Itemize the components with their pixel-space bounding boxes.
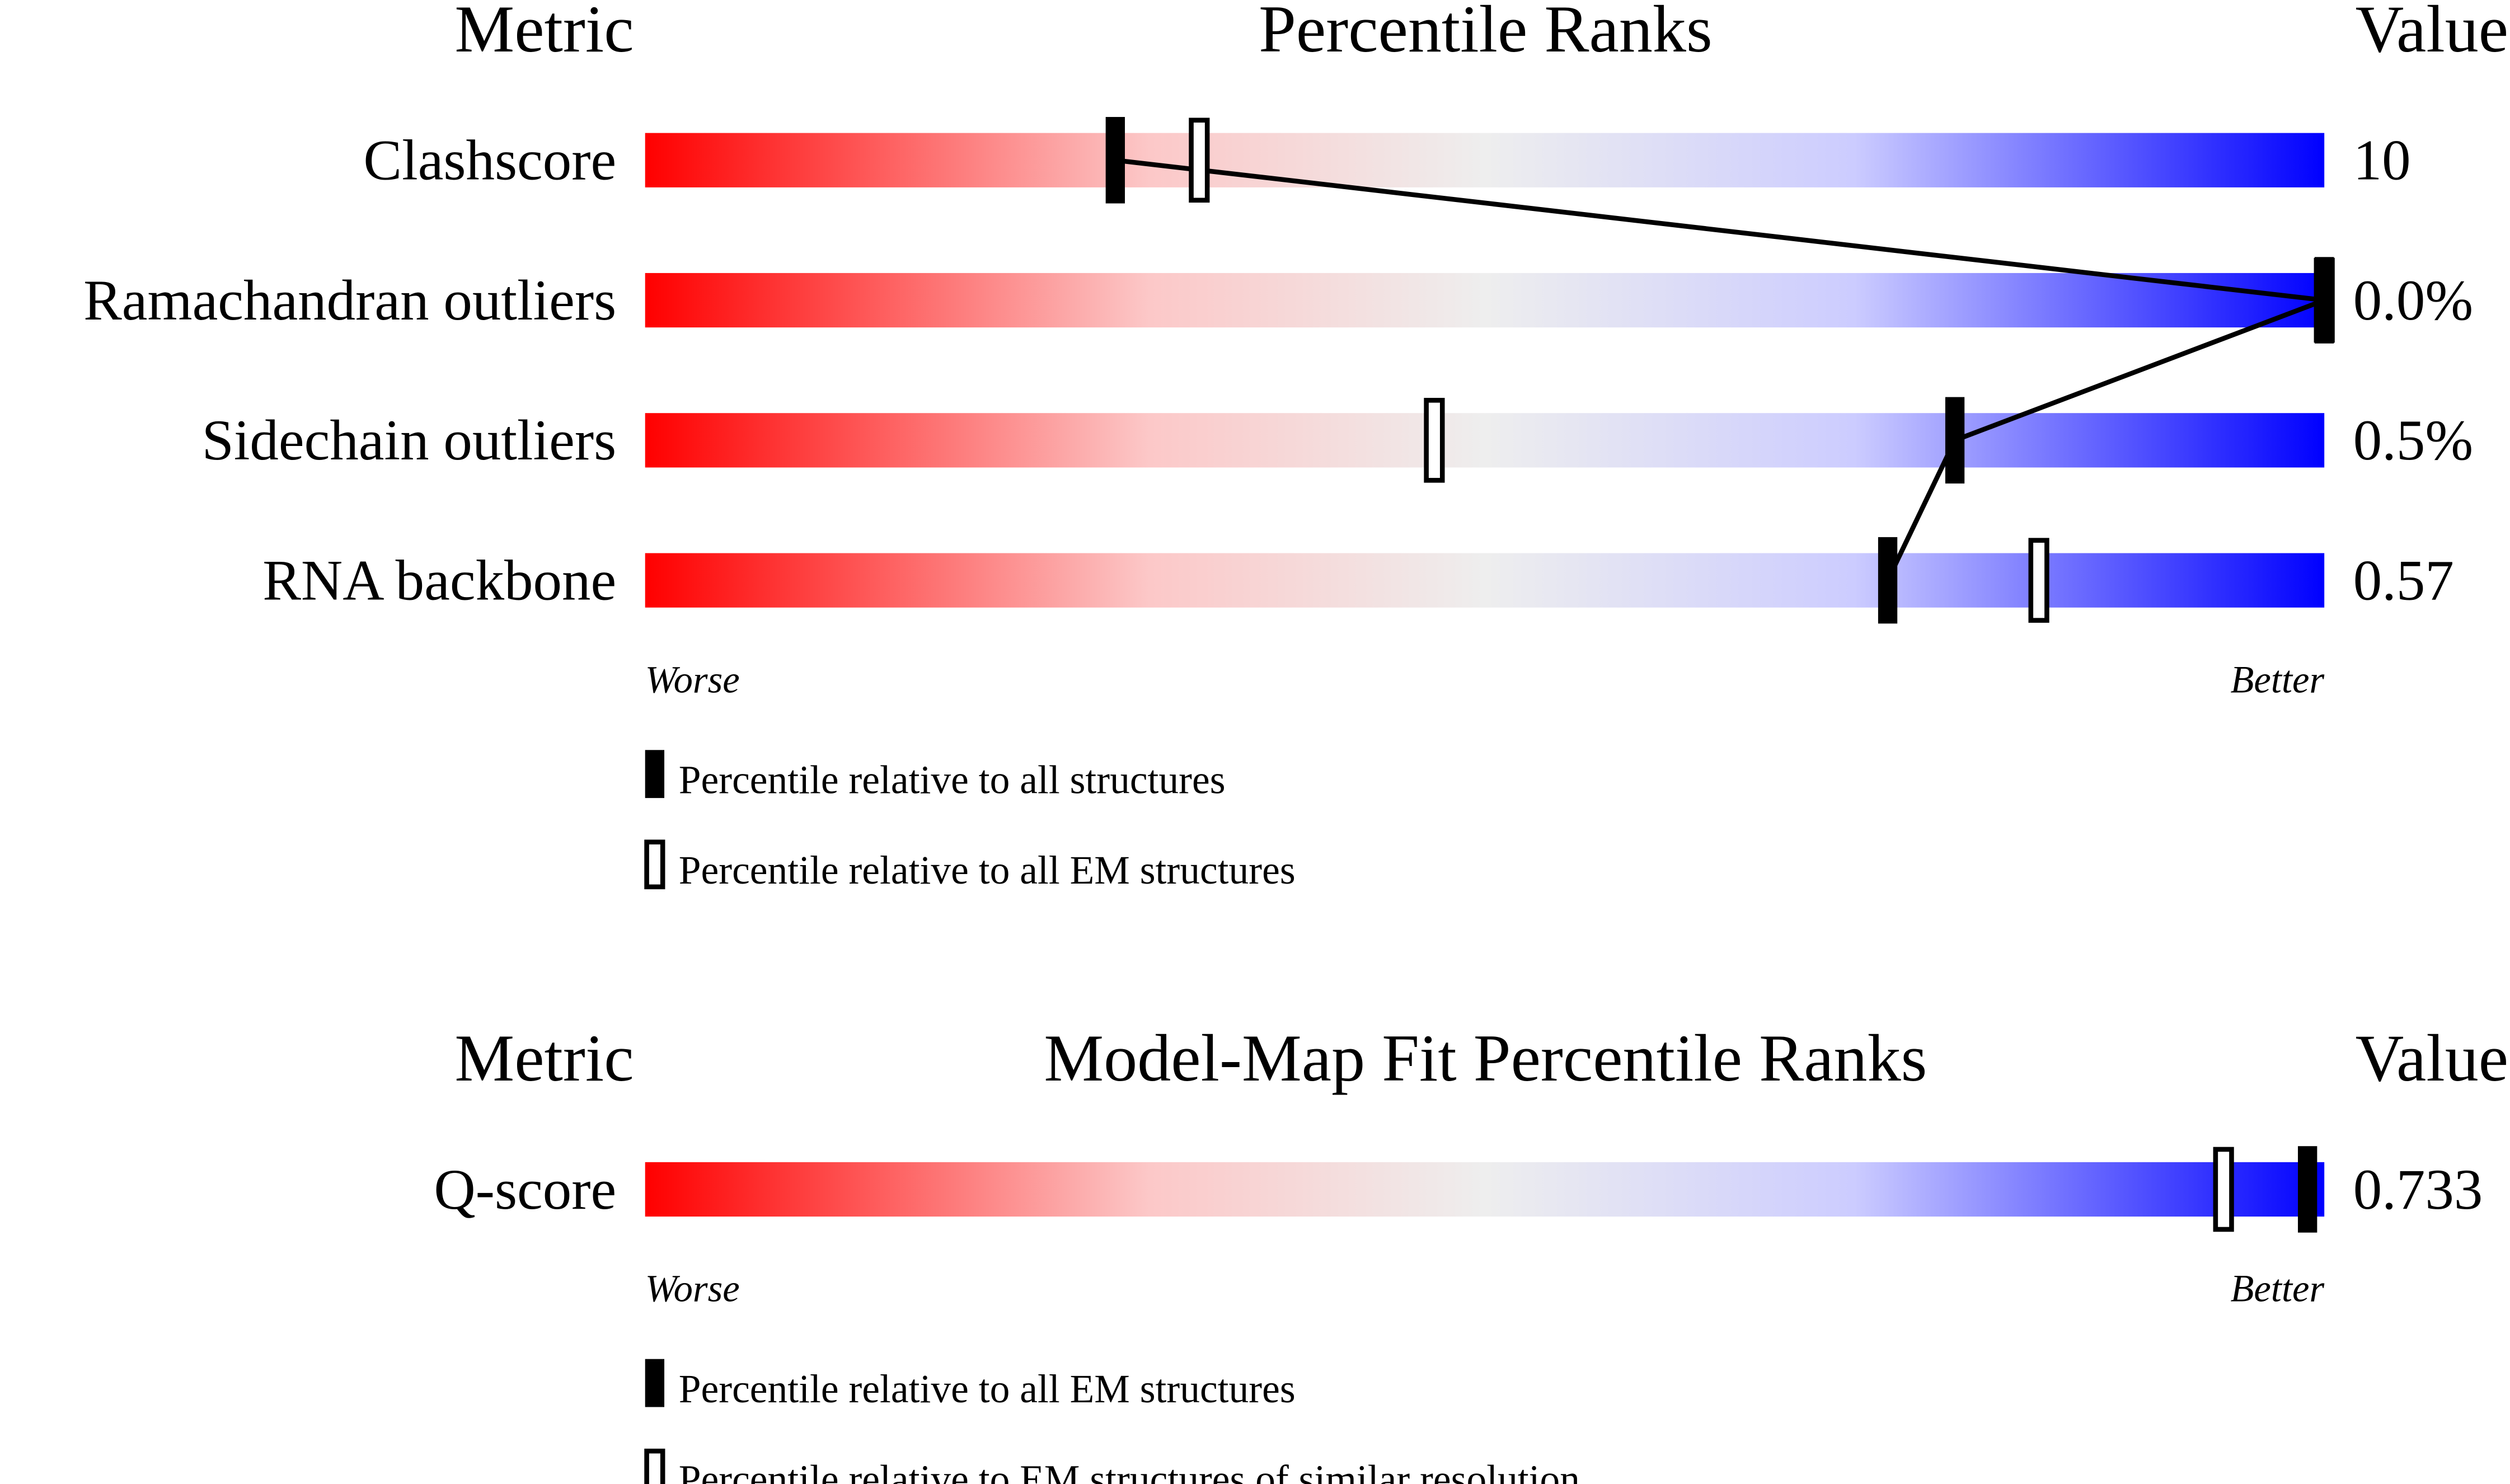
slider-bar bbox=[645, 1162, 2325, 1217]
chart-title: Model-Map Fit Percentile Ranks bbox=[1044, 1021, 1927, 1095]
legend-label: Percentile relative to all EM structures bbox=[679, 848, 1296, 893]
legend-icon bbox=[644, 1448, 665, 1484]
slider-bar bbox=[645, 133, 2325, 187]
percentile-marker bbox=[2315, 257, 2334, 344]
slider-bar bbox=[645, 553, 2325, 608]
legend-label: Percentile relative to all structures bbox=[679, 758, 1226, 802]
value-header: Value bbox=[2356, 0, 2509, 66]
metric-value: 0.733 bbox=[2353, 1158, 2483, 1222]
metric-value: 10 bbox=[2353, 129, 2411, 192]
percentile-marker bbox=[1189, 118, 1210, 203]
chart-title: Percentile Ranks bbox=[1259, 0, 1713, 66]
metric-header: Metric bbox=[454, 1021, 634, 1095]
slider-bar bbox=[645, 413, 2325, 468]
better-label: Better bbox=[2231, 1267, 2325, 1310]
legend-label: Percentile relative to all EM structures bbox=[679, 1367, 1296, 1411]
worse-label: Worse bbox=[645, 1267, 740, 1310]
slider-bar bbox=[645, 273, 2325, 328]
percentile-marker bbox=[1945, 397, 1965, 484]
percentile-marker bbox=[1878, 537, 1898, 624]
metric-label: RNA backbone bbox=[262, 548, 616, 612]
better-label: Better bbox=[2231, 658, 2325, 701]
percentile-marker bbox=[2028, 538, 2049, 623]
legend-icon bbox=[645, 1359, 665, 1407]
legend-icon bbox=[644, 839, 665, 890]
metric-value: 0.57 bbox=[2353, 548, 2454, 612]
value-header: Value bbox=[2356, 1021, 2509, 1095]
metric-label: Sidechain outliers bbox=[202, 408, 617, 472]
metric-value: 0.5% bbox=[2353, 408, 2474, 472]
worse-label: Worse bbox=[645, 658, 740, 701]
legend-label: Percentile relative to EM structures of … bbox=[679, 1457, 1580, 1484]
metric-label: Clashscore bbox=[363, 129, 616, 192]
percentile-marker bbox=[1424, 398, 1445, 483]
percentile-marker bbox=[2298, 1146, 2317, 1233]
metric-label: Q-score bbox=[434, 1158, 616, 1222]
metric-label: Ramachandran outliers bbox=[83, 269, 616, 332]
metric-value: 0.0% bbox=[2353, 269, 2474, 332]
percentile-marker bbox=[2213, 1147, 2234, 1232]
legend-icon bbox=[645, 750, 665, 799]
percentile-marker bbox=[1105, 117, 1125, 204]
metric-header: Metric bbox=[454, 0, 634, 66]
connector-line bbox=[1115, 158, 2325, 581]
